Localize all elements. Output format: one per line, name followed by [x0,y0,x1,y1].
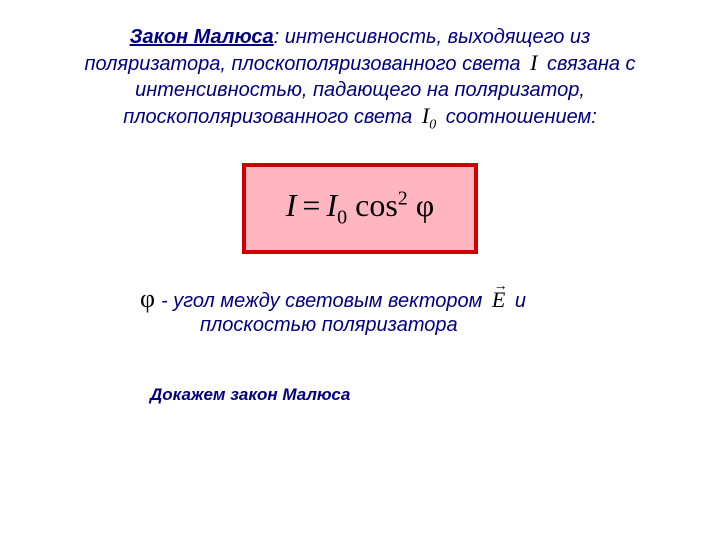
vector-arrow: → [492,279,509,295]
symbol-I: I [526,50,541,75]
header-line2: поляризатора, плоскополяризованного свет… [40,50,680,77]
header-text-1: : интенсивность, выходящего из [274,26,591,48]
angle-block: φ- угол между световым вектором →E и пло… [0,284,720,337]
formula-container: I=I0 cos2 φ [0,163,720,253]
formula-eq: = [296,187,326,223]
header-text-2b: связана с [541,53,635,75]
proof-text: Докажем закон Малюса [150,385,350,404]
angle-line2: плоскостью поляризатора [140,314,620,337]
symbol-I0: I0 [418,103,440,128]
proof-block: Докажем закон Малюса [0,385,720,405]
header-text-4a: плоскополяризованного света [123,106,418,128]
formula-lhs: I [286,187,297,223]
phi-symbol: φ [140,284,161,313]
header-block: Закон Малюса: интенсивность, выходящего … [0,0,720,133]
vector-E: →E [488,287,509,313]
formula-space2 [408,187,416,223]
header-line3: интенсивностью, падающего на поляризатор… [40,77,680,103]
formula-space [347,187,355,223]
header-line1: Закон Малюса: интенсивность, выходящего … [40,24,680,50]
header-line4: плоскополяризованного света I0 соотношен… [40,103,680,133]
angle-line1: φ- угол между световым вектором →E и [140,284,620,314]
formula-phi: φ [416,187,434,223]
angle-text-1a: - угол между световым вектором [161,290,488,312]
formula-sup2: 2 [398,188,408,210]
formula-I: I [326,187,337,223]
formula-box: I=I0 cos2 φ [242,163,478,253]
header-text-3: интенсивностью, падающего на поляризатор… [135,79,585,101]
header-text-2a: поляризатора, плоскополяризованного свет… [84,53,526,75]
formula-sub0: 0 [337,207,347,229]
angle-text-2: плоскостью поляризатора [200,314,458,336]
header-text-4b: соотношением: [440,106,597,128]
formula-cos: cos [355,187,398,223]
symbol-I0-sub: 0 [429,117,436,132]
angle-text-1b: и [509,290,526,312]
law-title: Закон Малюса [130,26,274,48]
